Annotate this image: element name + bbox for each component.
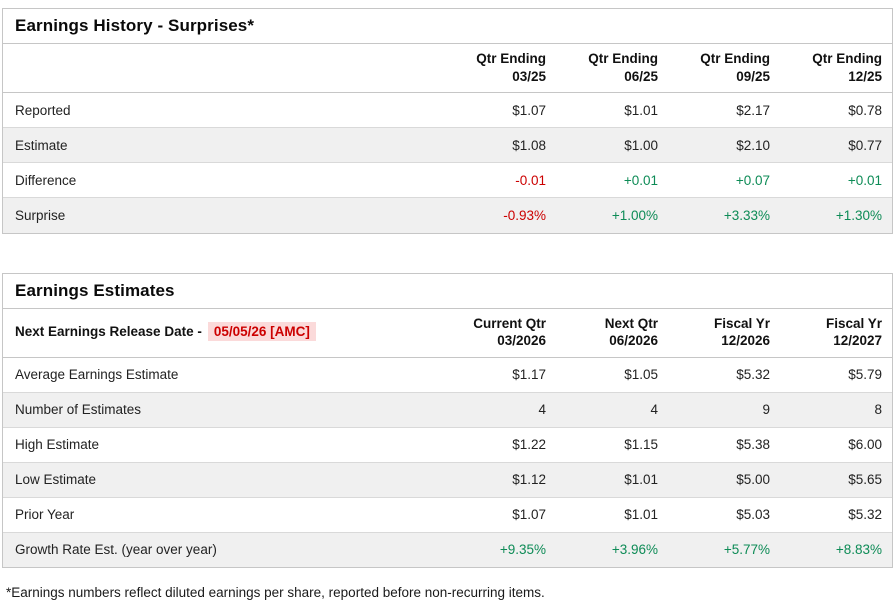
column-header-line2: 09/25 (736, 68, 770, 84)
cell-value: $5.32 (780, 496, 892, 533)
row-label: Estimate (3, 127, 444, 163)
table-row-low-estimate: Low Estimate $1.12 $1.01 $5.00 $5.65 (3, 461, 892, 498)
history-header-empty (3, 44, 444, 94)
column-header-line1: Fiscal Yr (713, 315, 770, 331)
estimates-column-header: Fiscal Yr 12/2026 (668, 308, 780, 358)
cell-value: $1.07 (444, 496, 556, 533)
column-header-line1: Qtr Ending (700, 51, 770, 66)
cell-value: $1.01 (556, 461, 668, 498)
row-label: Surprise (3, 197, 444, 233)
column-header-line2: 12/2027 (833, 333, 882, 349)
table-row-surprise: Surprise -0.93% +1.00% +3.33% +1.30% (3, 197, 892, 233)
row-label: Prior Year (3, 496, 444, 533)
row-label: Number of Estimates (3, 391, 444, 428)
earnings-estimates-table: Next Earnings Release Date - 05/05/26 [AM… (3, 308, 892, 568)
column-header-line2: 03/2026 (497, 333, 546, 349)
cell-value-positive: +1.30% (780, 197, 892, 233)
release-date-badge: 05/05/26 [AMC] (207, 322, 316, 342)
table-row-high-estimate: High Estimate $1.22 $1.15 $5.38 $6.00 (3, 426, 892, 463)
cell-value: $6.00 (780, 426, 892, 463)
column-header-line2: 12/25 (848, 68, 882, 84)
cell-value-positive: +9.35% (444, 531, 556, 568)
cell-value: 4 (556, 391, 668, 428)
cell-value: $1.01 (556, 496, 668, 533)
cell-value-positive: +8.83% (780, 531, 892, 568)
table-row-prior-year: Prior Year $1.07 $1.01 $5.03 $5.32 (3, 496, 892, 533)
cell-value: $1.00 (556, 127, 668, 163)
cell-value-positive: +1.00% (556, 197, 668, 233)
cell-value: $1.01 (624, 102, 658, 118)
section-spacer (2, 234, 893, 273)
column-header-line1: Next Qtr (604, 315, 658, 331)
row-label: Growth Rate Est. (year over year) (3, 531, 444, 568)
history-header-row: Qtr Ending 03/25 Qtr Ending 06/25 Qtr En… (3, 44, 892, 94)
cell-value: $5.32 (736, 367, 770, 383)
cell-value: $1.17 (512, 367, 546, 383)
cell-value: 4 (444, 391, 556, 428)
column-header-line2: 12/2026 (721, 333, 770, 349)
table-row-growth-rate: Growth Rate Est. (year over year) +9.35%… (3, 531, 892, 568)
cell-value: $1.15 (556, 426, 668, 463)
earnings-estimates-title: Earnings Estimates (3, 274, 892, 309)
history-column-header: Qtr Ending 06/25 (556, 44, 668, 94)
cell-value: $5.65 (780, 461, 892, 498)
row-label: Difference (3, 162, 444, 198)
cell-value: 8 (780, 391, 892, 428)
row-label: High Estimate (3, 426, 444, 463)
cell-value: $5.00 (668, 461, 780, 498)
cell-value-positive: +0.07 (668, 162, 780, 198)
cell-value: $5.79 (848, 367, 882, 383)
estimates-header-row: Next Earnings Release Date - 05/05/26 [AM… (3, 308, 892, 358)
history-column-header: Qtr Ending 12/25 (780, 44, 892, 94)
cell-value: $2.17 (736, 102, 770, 118)
column-header-line1: Qtr Ending (588, 51, 658, 66)
earnings-footnote: *Earnings numbers reflect diluted earnin… (6, 585, 545, 600)
table-row-number-of-estimates: Number of Estimates 4 4 9 8 (3, 391, 892, 428)
estimates-column-header: Current Qtr 03/2026 (444, 308, 556, 358)
estimates-column-header: Next Qtr 06/2026 (556, 308, 668, 358)
cell-value: $1.05 (624, 367, 658, 383)
table-row-difference: Difference -0.01 +0.01 +0.07 +0.01 (3, 162, 892, 198)
history-column-header: Qtr Ending 09/25 (668, 44, 780, 94)
earnings-history-card: Earnings History - Surprises* Qtr Ending… (2, 8, 893, 234)
column-header-line2: 06/2026 (609, 333, 658, 349)
earnings-history-title: Earnings History - Surprises* (3, 9, 892, 44)
cell-value: $5.38 (668, 426, 780, 463)
column-header-line2: 06/25 (624, 68, 658, 84)
cell-value: $0.77 (780, 127, 892, 163)
cell-value: $0.78 (848, 102, 882, 118)
column-header-line1: Qtr Ending (812, 51, 882, 66)
column-header-line1: Qtr Ending (476, 51, 546, 66)
row-label: Low Estimate (3, 461, 444, 498)
cell-value: $1.12 (444, 461, 556, 498)
column-header-line1: Current Qtr (473, 315, 546, 331)
next-earnings-release-cell: Next Earnings Release Date - 05/05/26 [AM… (3, 308, 444, 358)
cell-value: 9 (668, 391, 780, 428)
cell-value: $1.08 (444, 127, 556, 163)
cell-value-positive: +0.01 (556, 162, 668, 198)
cell-value-negative: -0.93% (444, 197, 556, 233)
cell-value-positive: +3.33% (668, 197, 780, 233)
earnings-history-table: Qtr Ending 03/25 Qtr Ending 06/25 Qtr En… (3, 44, 892, 233)
column-header-line1: Fiscal Yr (825, 315, 882, 331)
row-label: Reported (15, 102, 71, 118)
cell-value-negative: -0.01 (444, 162, 556, 198)
release-date-label: Next Earnings Release Date - (15, 324, 202, 340)
table-row-average-earnings-estimate: Average Earnings Estimate $1.17 $1.05 $5… (3, 357, 892, 392)
cell-value: $1.22 (444, 426, 556, 463)
estimates-column-header: Fiscal Yr 12/2027 (780, 308, 892, 358)
table-row-estimate: Estimate $1.08 $1.00 $2.10 $0.77 (3, 127, 892, 163)
cell-value: $5.03 (668, 496, 780, 533)
column-header-line2: 03/25 (512, 68, 546, 84)
cell-value: $2.10 (668, 127, 780, 163)
cell-value-positive: +0.01 (780, 162, 892, 198)
cell-value-positive: +5.77% (668, 531, 780, 568)
history-column-header: Qtr Ending 03/25 (444, 44, 556, 94)
cell-value-positive: +3.96% (556, 531, 668, 568)
earnings-estimates-card: Earnings Estimates Next Earnings Release… (2, 272, 893, 569)
row-label: Average Earnings Estimate (15, 367, 179, 383)
cell-value: $1.07 (512, 102, 546, 118)
table-row-reported: Reported $1.07 $1.01 $2.17 $0.78 (3, 93, 892, 128)
